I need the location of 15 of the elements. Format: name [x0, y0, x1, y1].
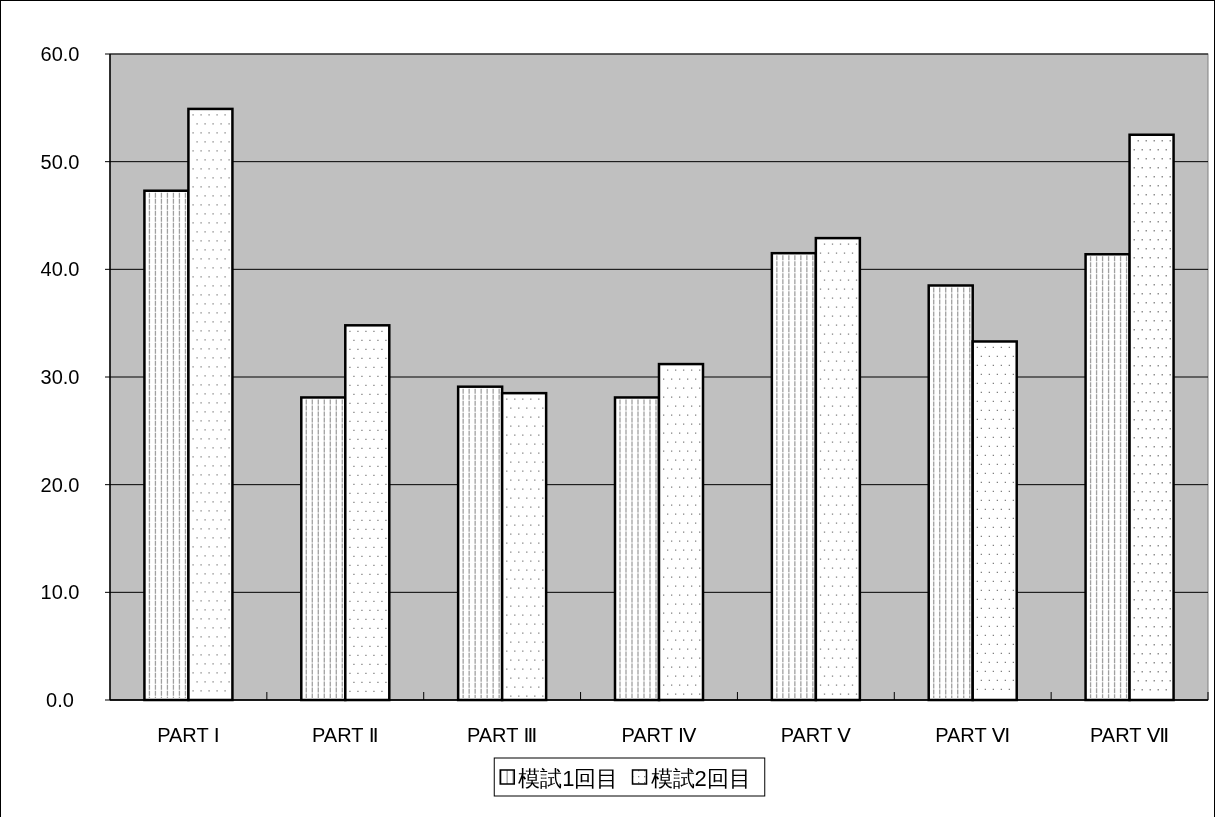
x-tick-label: PART Ⅴ [780, 724, 852, 746]
x-tick-label: PART Ⅶ [1090, 724, 1170, 746]
y-tick-label: 10.0 [40, 581, 80, 604]
y-tick-label: 0.0 [46, 689, 74, 711]
y-tick-label: 30.0 [40, 366, 80, 388]
y-tick-label: 20.0 [40, 473, 80, 496]
y-tick-label: 50.0 [40, 150, 80, 173]
legend: 模試1回目 模試2回目 [493, 757, 766, 797]
x-tick-label: PART Ⅲ [466, 724, 538, 746]
x-tick-label: PART Ⅰ [157, 724, 220, 746]
x-tick-label: PART Ⅱ [312, 724, 379, 746]
y-tick-label: 60.0 [40, 43, 80, 65]
y-tick-label: 40.0 [40, 258, 80, 281]
x-tick-label: PART Ⅳ [621, 724, 698, 746]
x-tick-label: PART Ⅵ [935, 724, 1011, 746]
